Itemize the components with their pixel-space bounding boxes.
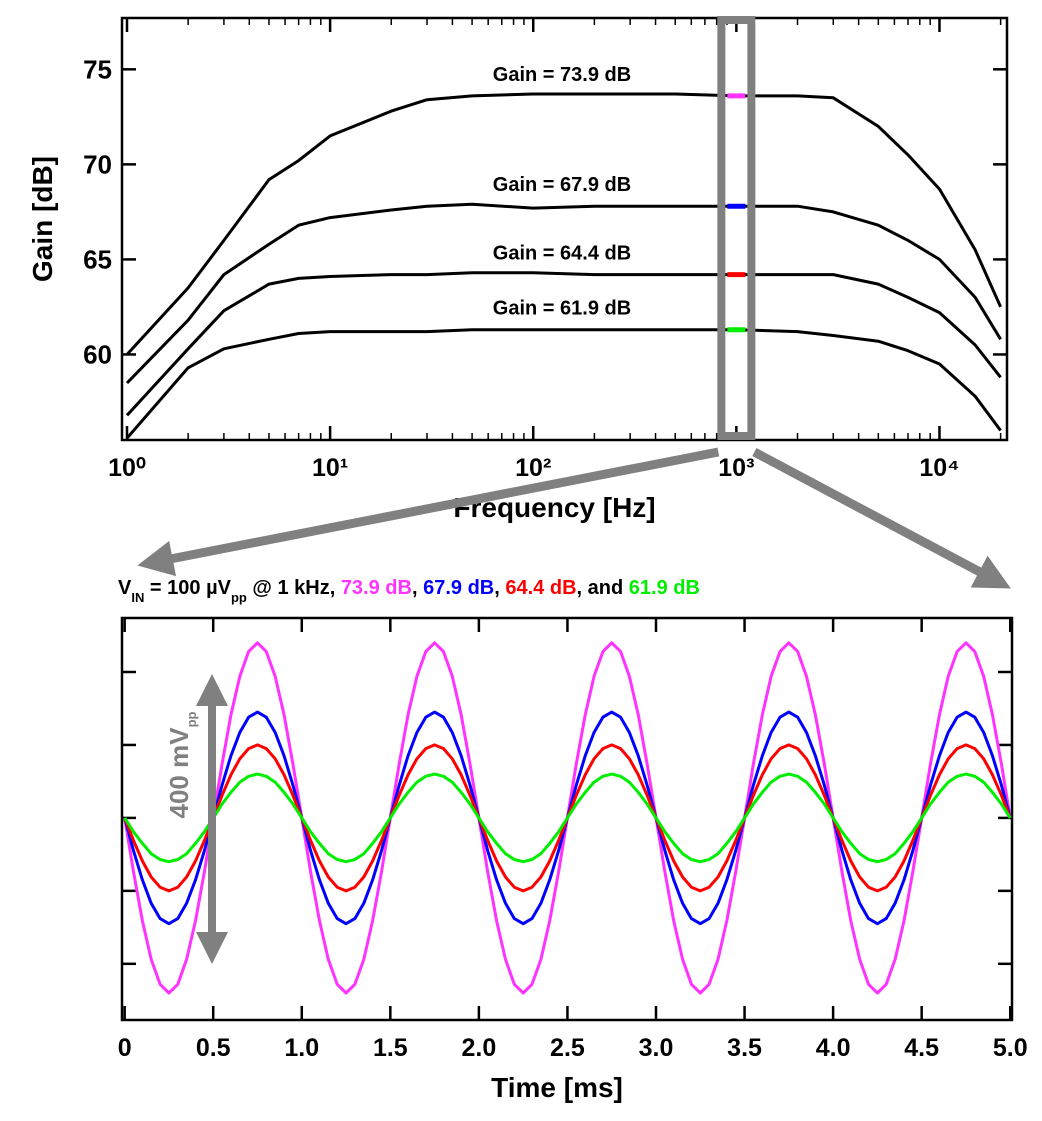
x-tick-label: 2.0 <box>462 1034 497 1062</box>
text-part: 64.4 dB <box>505 577 576 599</box>
y-tick-label: 65 <box>83 244 112 274</box>
x-tick-label: 10¹ <box>312 454 348 482</box>
text-part: pp <box>231 590 247 605</box>
x-tick-label: 0 <box>118 1034 132 1062</box>
y-tick-label: 60 <box>83 339 112 369</box>
series-line <box>125 202 1002 385</box>
zoom-arrow <box>752 448 1011 589</box>
gain-annotation: Gain = 73.9 dB <box>493 64 631 86</box>
series-line <box>125 328 1002 440</box>
text-part: 73.9 dB <box>341 577 412 599</box>
y-tick-label: 70 <box>83 149 112 179</box>
x-tick-label: 5.0 <box>993 1034 1028 1062</box>
x-tick-label: 10³ <box>718 454 754 482</box>
text-part: 61.9 dB <box>629 577 700 599</box>
highlight-box <box>717 16 756 440</box>
text-part: , and <box>577 577 629 599</box>
gain-annotation: Gain = 61.9 dB <box>493 298 631 320</box>
x-tick-label: 1.0 <box>284 1034 319 1062</box>
x-tick-label: 10² <box>515 454 551 482</box>
series-line <box>125 92 1002 356</box>
x-tick-label: 3.0 <box>639 1034 674 1062</box>
text-part: , <box>494 577 505 599</box>
x-tick-label: 10⁰ <box>108 454 146 482</box>
y-axis-label: Gain [dB] <box>27 156 58 282</box>
gain-annotation: Gain = 67.9 dB <box>493 174 631 196</box>
text-part: 400 mV <box>164 727 194 819</box>
x-tick-label: 4.0 <box>816 1034 851 1062</box>
x-tick-label: 3.5 <box>727 1034 762 1062</box>
series-line <box>125 271 1002 417</box>
text-part: IN <box>131 590 144 605</box>
x-axis-label: Time [ms] <box>491 1072 623 1103</box>
plot-frame <box>120 16 1009 442</box>
text-part: = 100 µV <box>144 577 231 599</box>
text-part: pp <box>184 711 199 727</box>
text-part: @ 1 kHz, <box>247 577 341 599</box>
x-tick-label: 10⁴ <box>919 454 959 482</box>
amplitude-annotation: 400 mVpp <box>164 711 199 818</box>
x-tick-label: 2.5 <box>550 1034 585 1062</box>
series-line <box>123 772 1012 864</box>
x-tick-label: 4.5 <box>904 1034 939 1062</box>
text-part: 67.9 dB <box>423 577 494 599</box>
x-tick-label: 0.5 <box>196 1034 231 1062</box>
gain-annotation: Gain = 64.4 dB <box>493 243 631 265</box>
text-part: , <box>412 577 423 599</box>
text-part: V <box>118 577 132 599</box>
zoom-arrow <box>137 447 720 577</box>
y-tick-label: 75 <box>83 54 112 84</box>
chart-title: VIN = 100 µVpp @ 1 kHz, 73.9 dB, 67.9 dB… <box>118 577 700 605</box>
x-tick-label: 1.5 <box>373 1034 408 1062</box>
